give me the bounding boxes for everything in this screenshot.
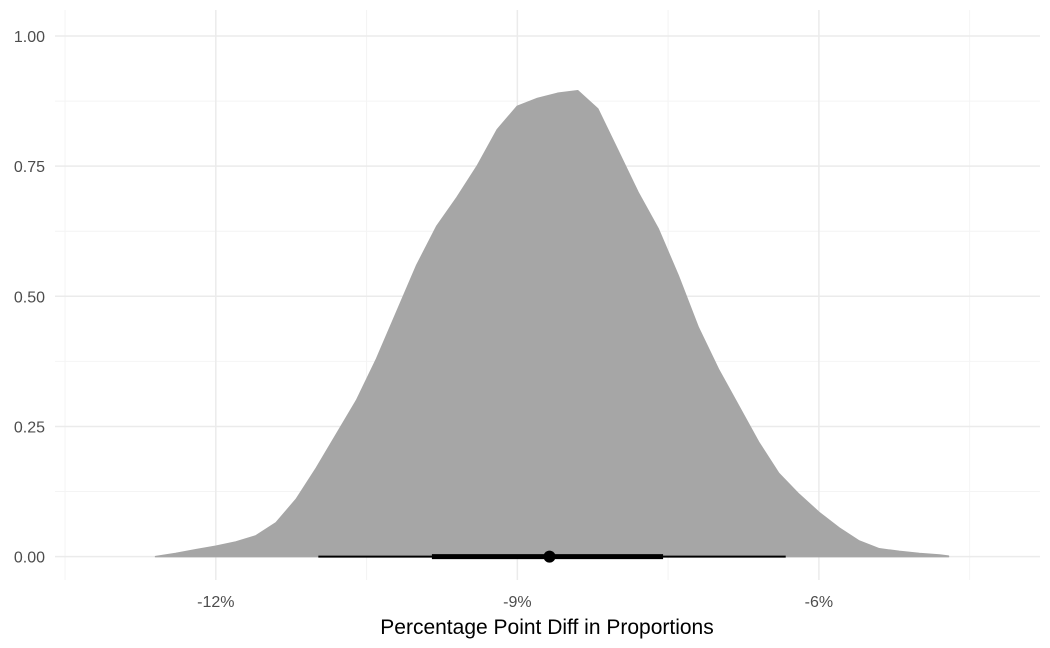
x-axis-tick-labels: -12% -9% -6% xyxy=(197,594,833,611)
x-tick-label: -9% xyxy=(503,594,531,611)
x-axis-title: Percentage Point Diff in Proportions xyxy=(380,616,713,639)
density-area xyxy=(154,89,950,558)
y-tick-label: 1.00 xyxy=(14,29,45,46)
y-tick-label: 0.25 xyxy=(14,419,45,436)
y-tick-label: 0.75 xyxy=(14,159,45,176)
x-tick-label: -6% xyxy=(805,594,833,611)
x-tick-label: -12% xyxy=(197,594,234,611)
y-tick-label: 0.50 xyxy=(14,289,45,306)
y-tick-label: 0.00 xyxy=(14,550,45,567)
y-axis-tick-labels: 0.00 0.25 0.50 0.75 1.00 xyxy=(14,29,45,567)
point-estimate-marker xyxy=(543,550,556,563)
